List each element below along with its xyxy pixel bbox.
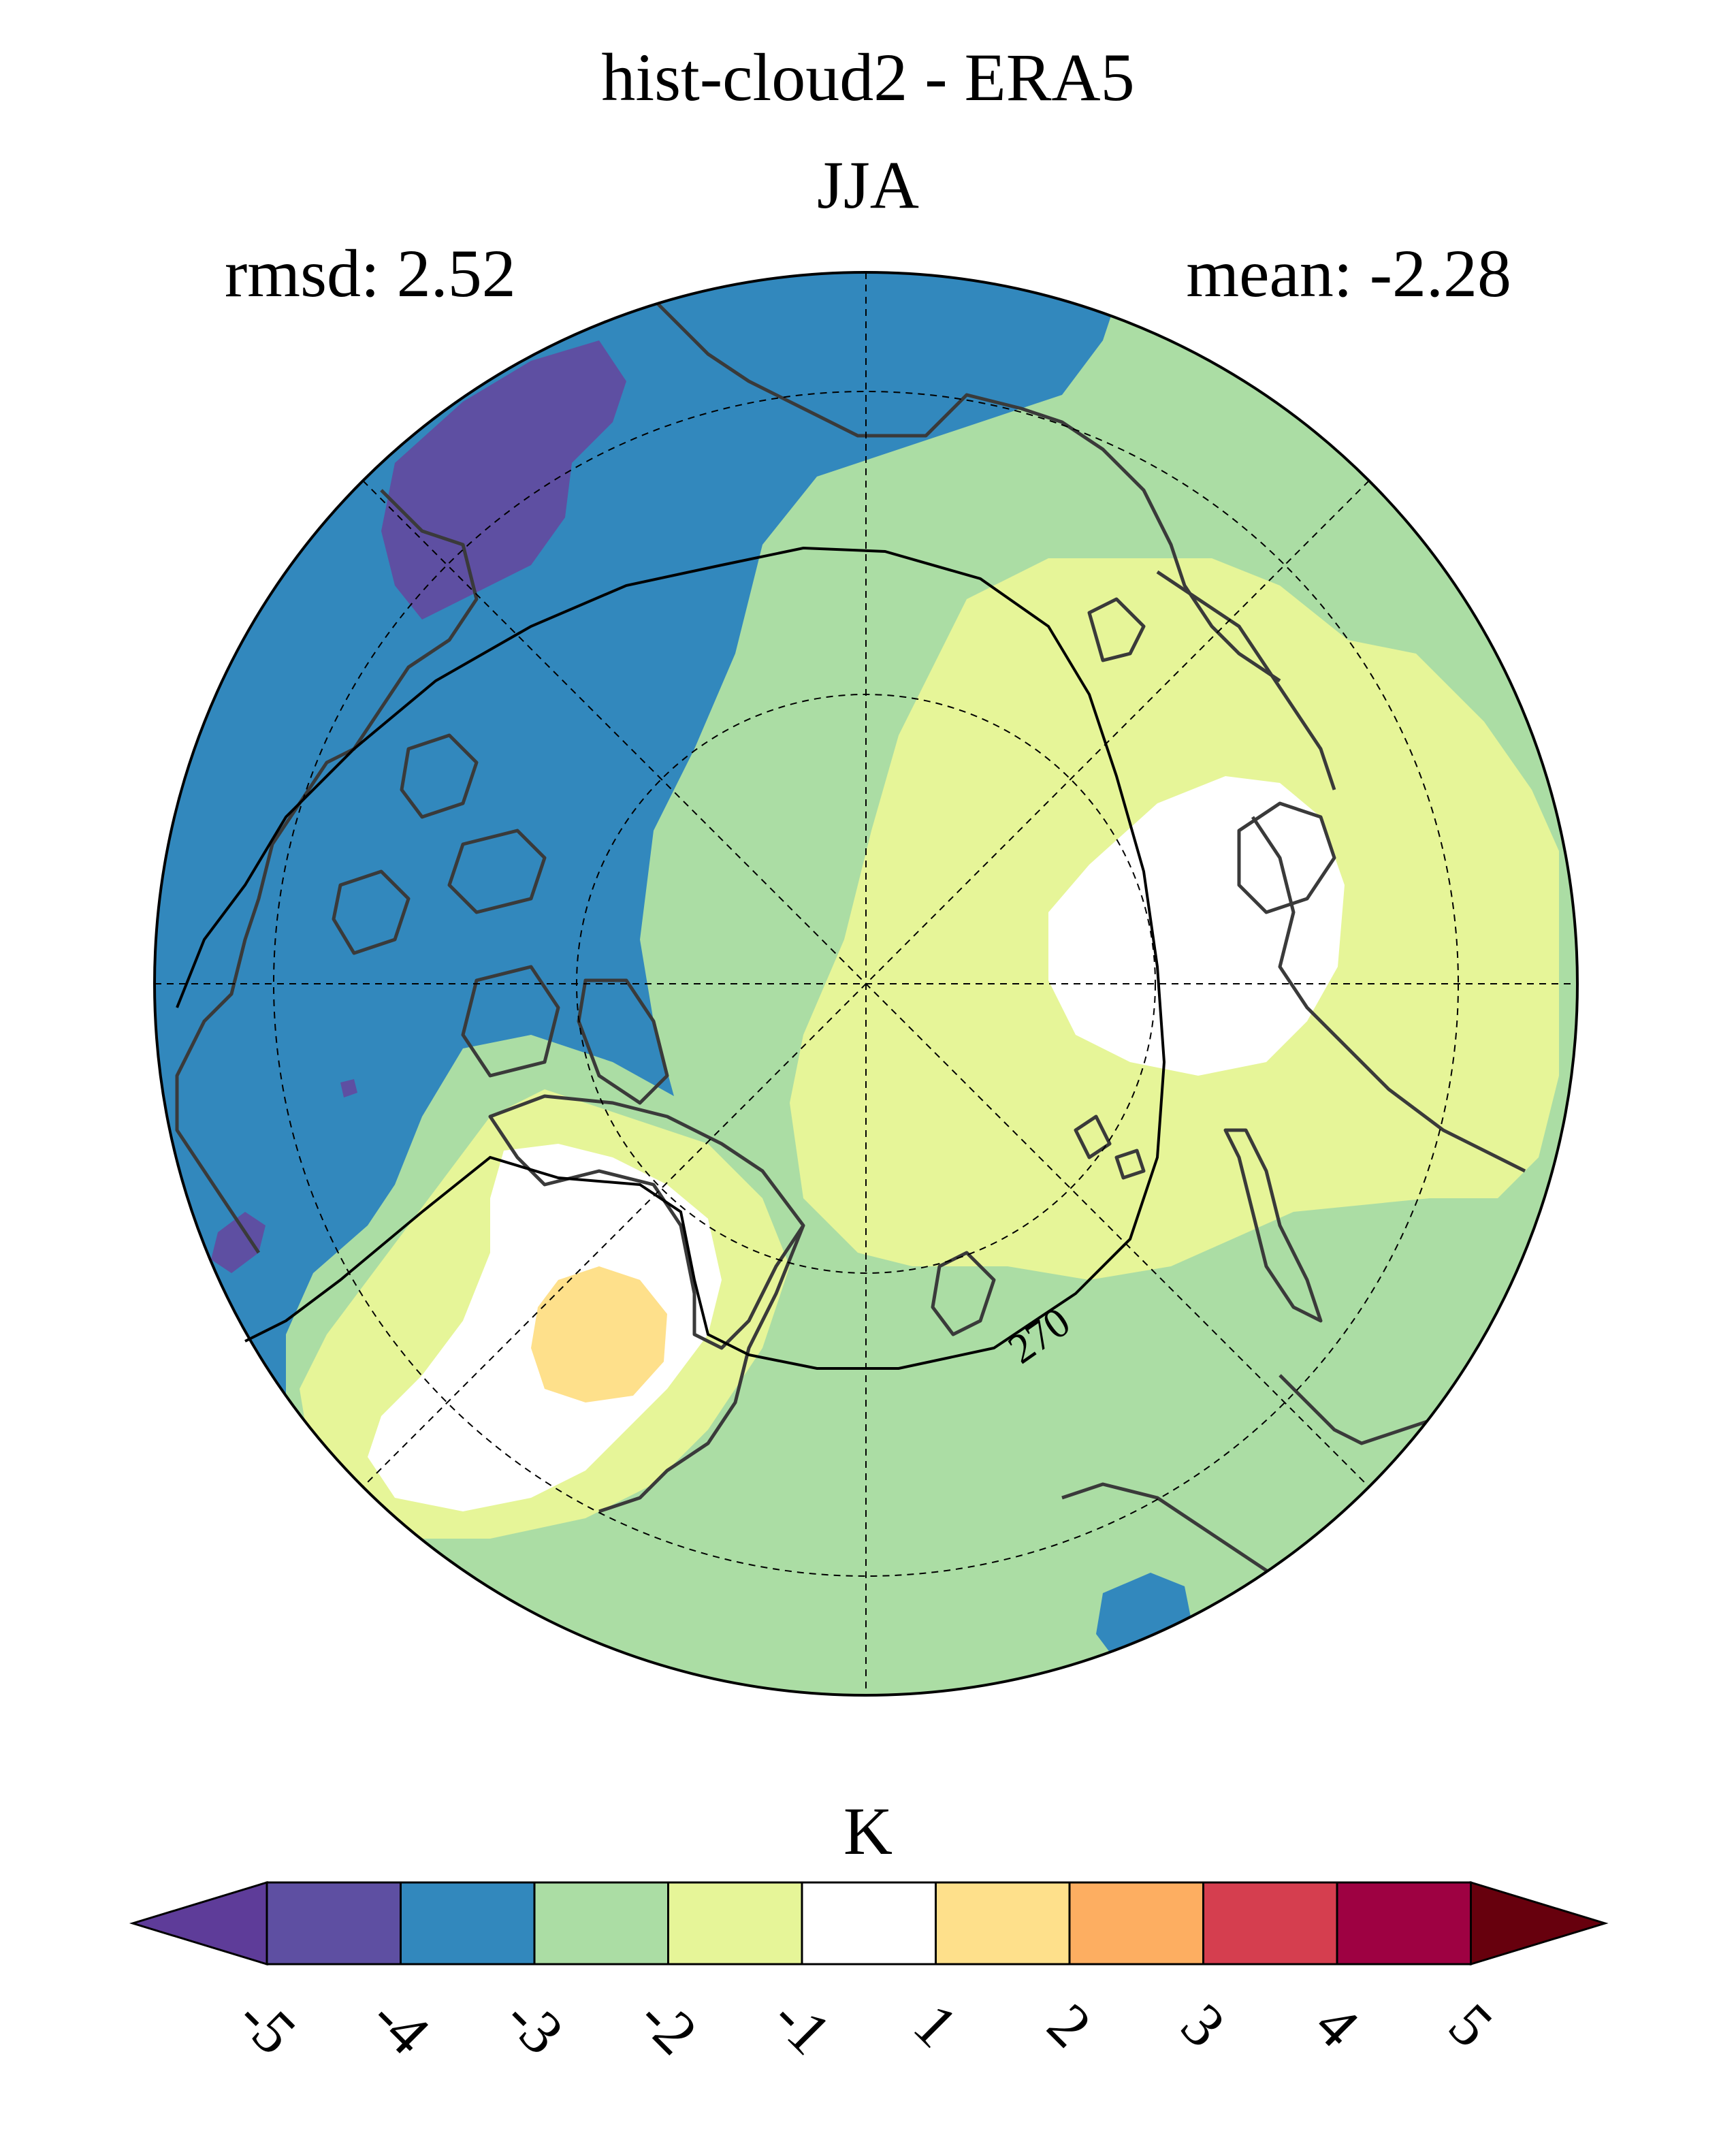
season-subtitle: JJA: [816, 147, 920, 223]
rmsd-stat: rmsd: 2.52: [225, 236, 516, 311]
colorbar-segment-0: [266, 1881, 402, 1966]
coast-new-siberian: [1087, 597, 1146, 662]
colorbar-tick-label: -2: [626, 1984, 710, 2068]
colorbar-under-triangle: [129, 1880, 268, 1966]
colorbar: -5 -4 -3 -2 -1 1 2 3 4 5: [129, 1880, 1609, 2068]
coast-alaska-canada: [175, 489, 479, 1254]
colorbar-tick-label: -1: [760, 1984, 843, 2068]
colorbar-tick-label: -3: [492, 1984, 576, 2068]
coast-archipelago-4: [461, 965, 560, 1078]
colorbar-segment-2: [533, 1881, 669, 1966]
coast-north-america: [652, 298, 1281, 683]
coast-svalbard: [931, 1251, 996, 1336]
coast-franz-josef: [1074, 1114, 1146, 1180]
coast-chukotka: [1156, 570, 1336, 790]
colorbar-tick-label: 1: [901, 1991, 970, 2060]
coast-greenland: [488, 1094, 805, 1350]
colorbar-segment-7: [1202, 1881, 1338, 1966]
colorbar-segment-6: [1068, 1881, 1204, 1966]
contour-270-line: [176, 546, 1166, 1370]
region-lt-minus4-small: [340, 1079, 357, 1097]
coastlines: [175, 298, 1540, 1649]
coast-siberia: [1251, 816, 1526, 1173]
mean-stat: mean: -2.28: [1186, 236, 1511, 311]
region-lt-minus4-southwest: [211, 1212, 266, 1273]
colorbar-tick-label: 5: [1436, 1991, 1505, 2060]
colorbar-segment-8: [1336, 1881, 1472, 1966]
colorbar-segment-1: [400, 1881, 536, 1966]
graticule: [155, 272, 1577, 1695]
coast-taymyr: [1237, 801, 1336, 914]
coast-archipelago-2: [447, 829, 547, 914]
coast-greenland-east: [598, 1225, 805, 1513]
colorbar-segment-5: [935, 1881, 1071, 1966]
colorbar-over-triangle: [1470, 1880, 1609, 1966]
colorbar-tick-label: 4: [1302, 1991, 1372, 2060]
map-border: [153, 271, 1579, 1697]
map-title: hist-cloud2 - ERA5: [601, 39, 1135, 115]
region-lt-minus4-northwest: [381, 340, 626, 620]
map-fill-layer: [155, 272, 1577, 1695]
meridian-diagonal-2: [362, 480, 1370, 1488]
coast-archipelago-3: [332, 869, 411, 955]
colorbar-tick-label: 2: [1035, 1991, 1104, 2060]
coast-novaya-zemlya: [1223, 1128, 1323, 1323]
polar-map: 270: [153, 271, 1579, 1697]
colorbar-segment-3: [667, 1881, 803, 1966]
region-plus1-plus2: [531, 1266, 667, 1402]
colorbar-tick-label: -5: [225, 1984, 308, 2068]
colorbar-tick-label: -4: [359, 1984, 443, 2068]
coast-archipelago-1: [400, 733, 479, 819]
coast-archipelago-5: [577, 978, 669, 1105]
colorbar-unit: K: [843, 1793, 893, 1869]
colorbar-segment-4: [801, 1881, 937, 1966]
region-minus4-minus3-west: [155, 272, 1130, 1430]
colorbar-tick-label: 3: [1168, 1991, 1238, 2060]
